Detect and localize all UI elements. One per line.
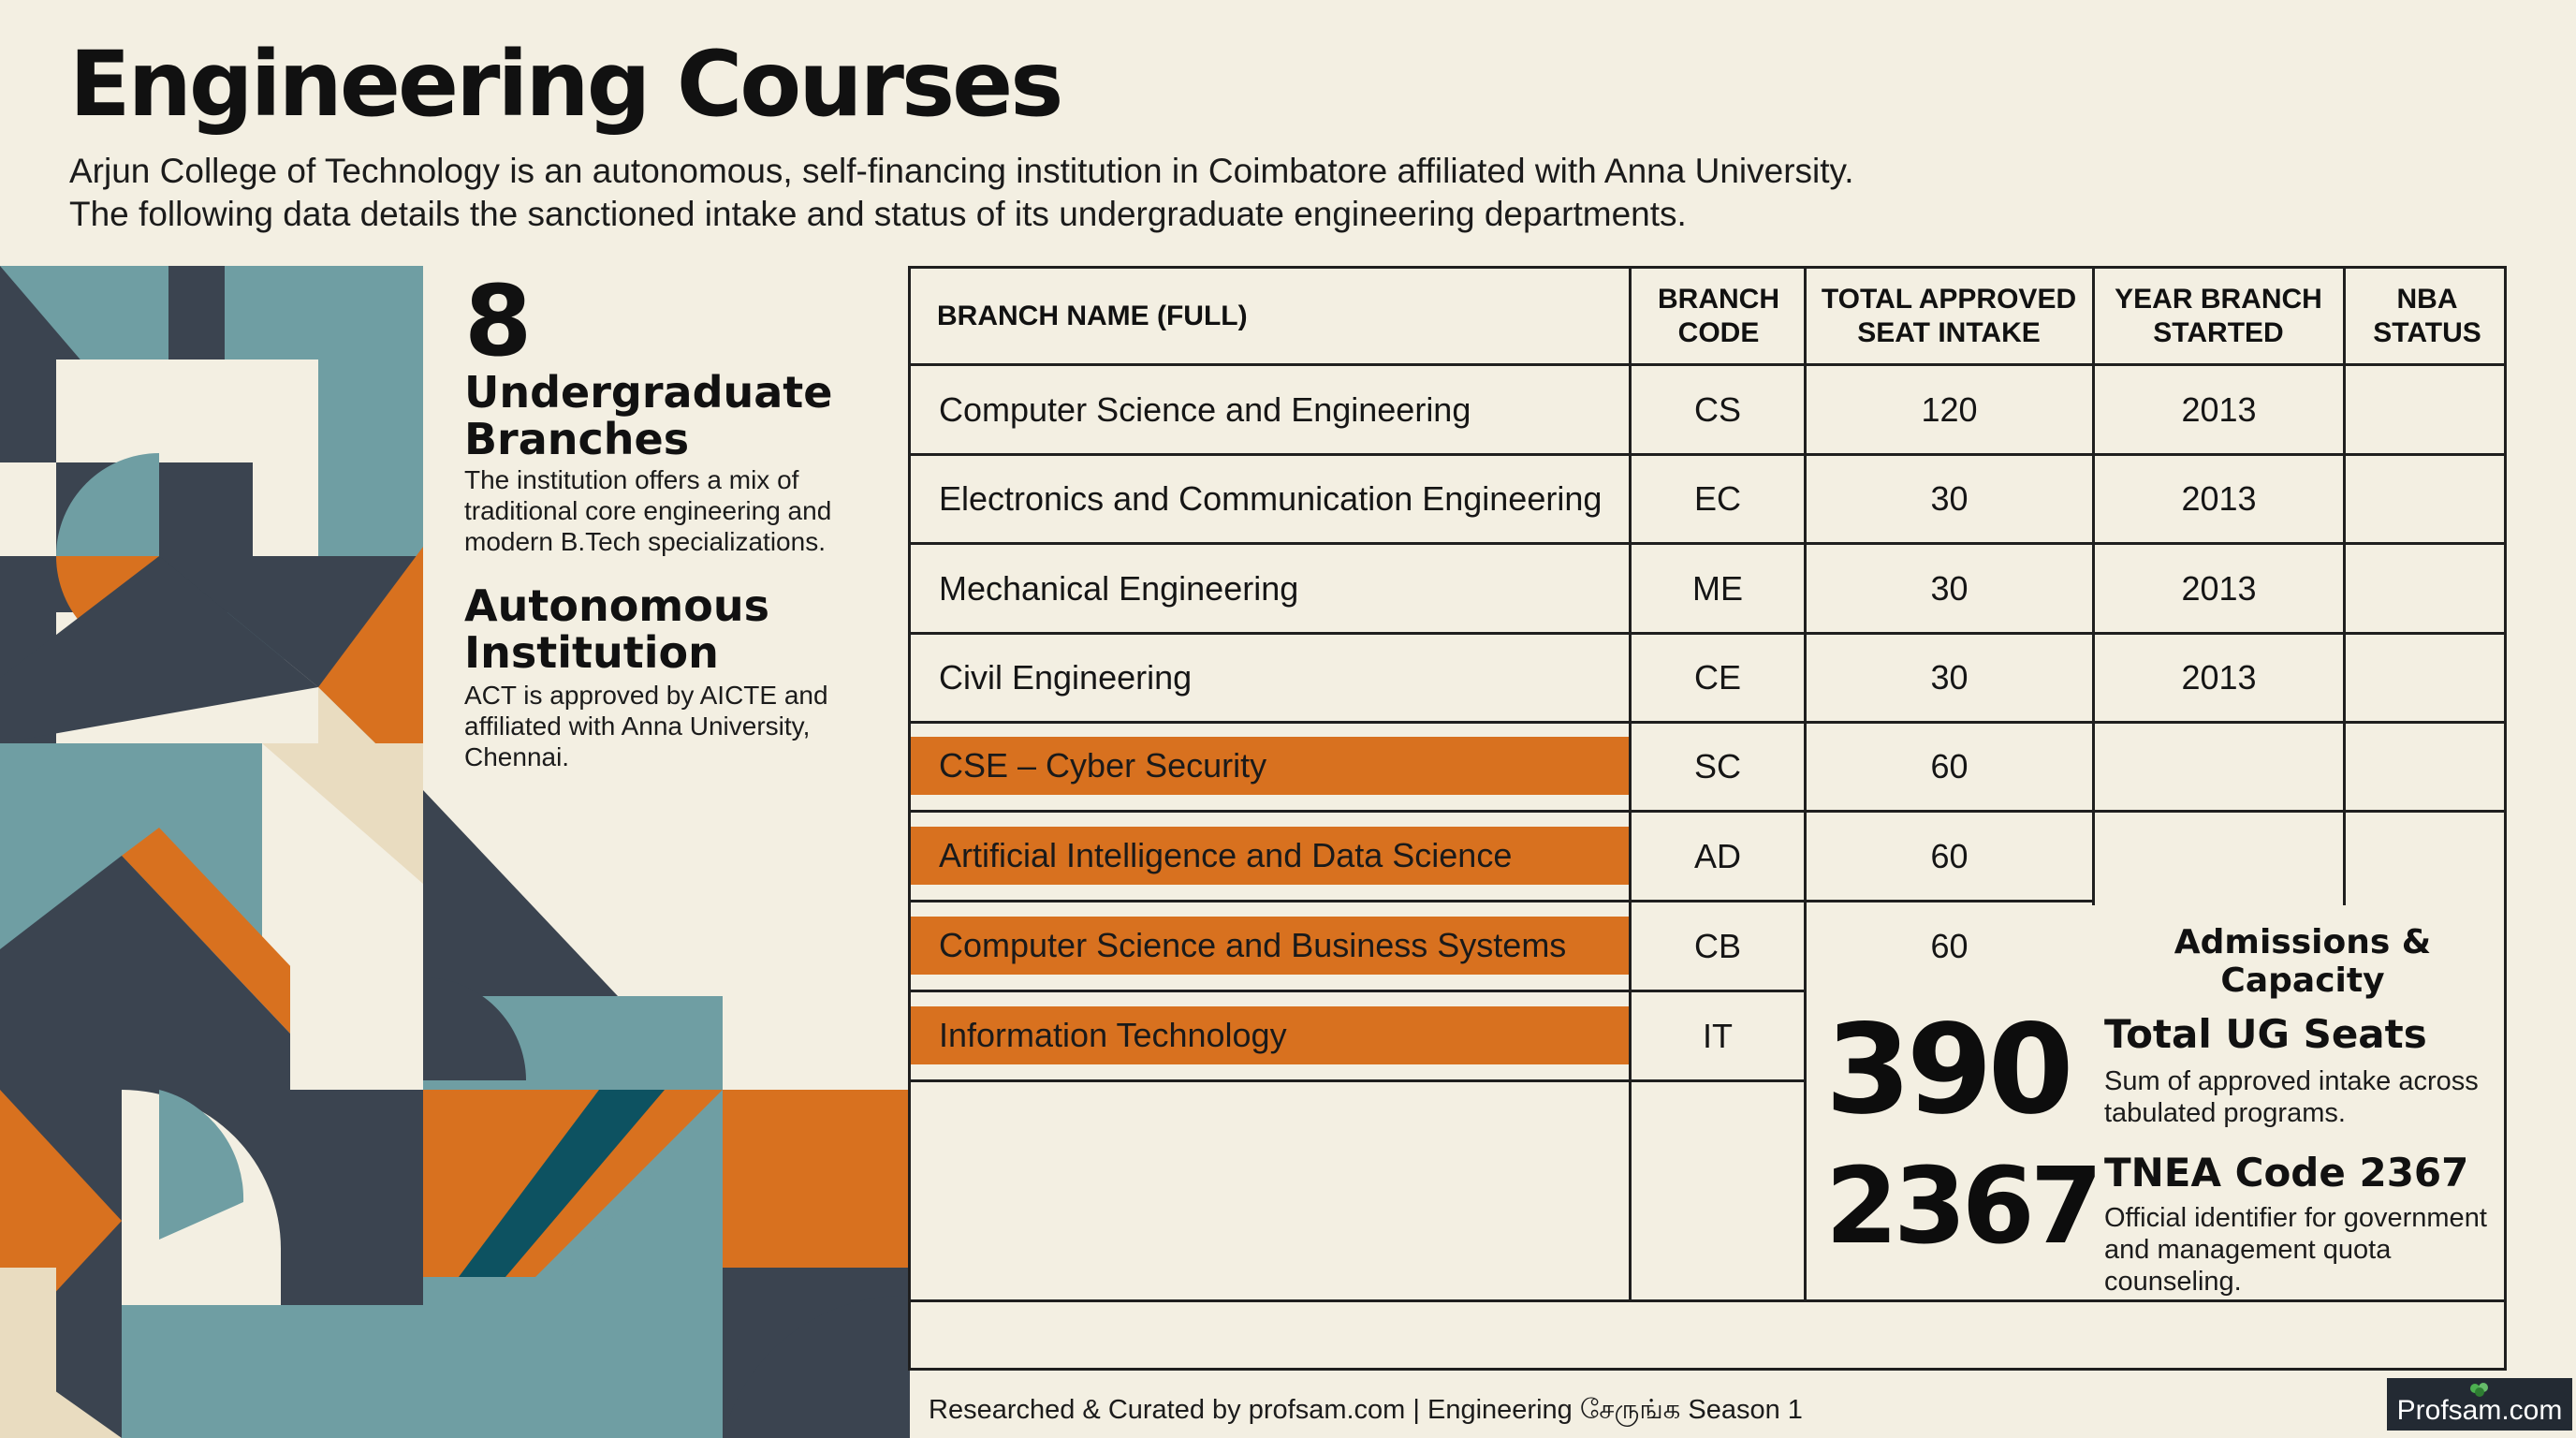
profsam-badge[interactable]: Profsam.com — [2387, 1378, 2572, 1431]
branch-name-cell-highlighted: Computer Science and Business Systems — [911, 917, 1629, 975]
branch-code-cell: SC — [1693, 747, 1741, 785]
nba-status-cell — [2346, 635, 2504, 721]
branch-name-cell-highlighted: CSE – Cyber Security — [911, 737, 1629, 795]
autonomous-description: ACT is approved by AICTE and affiliated … — [464, 681, 828, 771]
total-seats-title: Total UG Seats — [2104, 1011, 2427, 1057]
branch-code-cell: AD — [1693, 836, 1741, 875]
geometric-art-graphic — [0, 266, 910, 1438]
intro-line-1: Arjun College of Technology is an autono… — [69, 152, 1854, 190]
seat-intake-cell: 60 — [1930, 836, 1969, 875]
year-started-cell: 2013 — [2181, 479, 2257, 518]
branch-code-cell: CE — [1693, 658, 1741, 697]
seat-intake-cell: 60 — [1930, 747, 1969, 785]
branch-name-cell-highlighted: Information Technology — [911, 1006, 1629, 1064]
header-branch-name: BRANCH NAME (FULL) — [937, 300, 1248, 331]
nba-status-cell — [2346, 813, 2504, 900]
branch-name-cell: Civil Engineering — [939, 658, 1193, 697]
branch-table: BRANCH NAME (FULL) BRANCH CODE TOTAL APP… — [908, 266, 2507, 1371]
total-seats-number: 390 — [1825, 998, 2074, 1142]
tnea-code-number: 2367 — [1825, 1146, 2103, 1268]
year-started-cell: 2013 — [2181, 658, 2257, 697]
seat-intake-cell: 30 — [1930, 568, 1969, 608]
total-seats-description: Sum of approved intake across tabulated … — [2104, 1066, 2479, 1128]
branch-code-cell: EC — [1693, 479, 1741, 518]
nba-status-cell — [2346, 366, 2504, 453]
header-year-started: YEAR BRANCH STARTED — [2115, 283, 2322, 348]
branches-description: The institution offers a mix of traditio… — [464, 465, 832, 556]
year-started-cell: 2013 — [2181, 568, 2257, 608]
seat-intake-cell: 120 — [1921, 389, 1978, 429]
year-started-cell: 2013 — [2181, 389, 2257, 429]
tnea-code-title: TNEA Code 2367 — [2104, 1150, 2469, 1196]
badge-label: Profsam.com — [2396, 1395, 2563, 1426]
branch-name-cell: Electronics and Communication Engineerin… — [939, 479, 1603, 518]
page-title: Engineering Courses — [69, 32, 1063, 137]
branch-code-cell: CB — [1693, 926, 1741, 965]
footer-credit: Researched & Curated by profsam.com | En… — [929, 1395, 1803, 1425]
seat-intake-cell: 30 — [1930, 479, 1969, 518]
branch-code-cell: IT — [1703, 1016, 1733, 1055]
geometric-art — [0, 266, 910, 1438]
header-seat-intake: TOTAL APPROVED SEAT INTAKE — [1821, 283, 2077, 348]
branches-count: 8 — [464, 264, 533, 378]
nba-status-cell — [2346, 456, 2504, 542]
header-branch-code: BRANCH CODE — [1658, 283, 1779, 348]
header-nba-status: NBA STATUS — [2373, 283, 2481, 348]
branch-name-cell-highlighted: Artificial Intelligence and Data Science — [911, 827, 1629, 885]
intro-line-2: The following data details the sanctione… — [69, 195, 1687, 233]
nba-status-cell — [2346, 724, 2504, 810]
year-started-cell — [2095, 724, 2343, 810]
seat-intake-cell: 30 — [1930, 658, 1969, 697]
branch-name-cell: Computer Science and Engineering — [939, 389, 1471, 429]
branch-code-cell: CS — [1693, 389, 1741, 429]
leaf-logo-icon — [2470, 1383, 2488, 1397]
autonomous-title: Autonomous Institution — [464, 580, 769, 678]
branch-name-cell: Mechanical Engineering — [939, 568, 1299, 608]
nba-status-cell — [2346, 545, 2504, 632]
branches-title: Undergraduate Branches — [464, 367, 833, 464]
admissions-capacity-title: Admissions & Capacity — [2174, 923, 2432, 1000]
branch-code-cell: ME — [1692, 568, 1743, 608]
tnea-code-description: Official identifier for government and m… — [2104, 1203, 2487, 1297]
year-started-cell — [2095, 813, 2343, 900]
seat-intake-cell: 60 — [1930, 926, 1969, 965]
